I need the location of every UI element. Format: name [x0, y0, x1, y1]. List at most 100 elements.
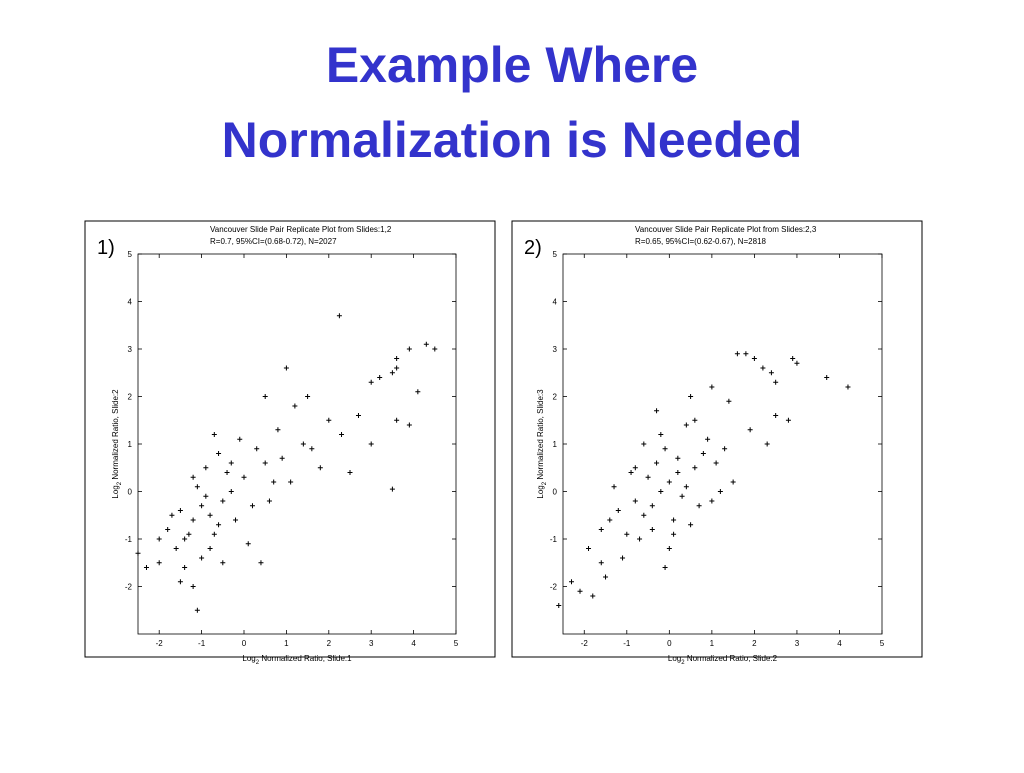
y-tick-label: 1	[553, 440, 558, 449]
data-point	[249, 503, 255, 509]
data-point	[615, 508, 621, 513]
data-point	[730, 479, 736, 485]
data-point	[632, 498, 638, 504]
x-tick-label: 2	[327, 639, 332, 648]
data-point	[173, 546, 179, 551]
data-point	[339, 432, 345, 437]
data-point	[182, 565, 188, 570]
y-tick-label: 1	[128, 440, 133, 449]
data-point	[688, 394, 694, 399]
data-point	[768, 370, 774, 376]
data-point	[632, 465, 638, 471]
x-tick-label: 3	[795, 639, 800, 648]
data-point	[237, 436, 243, 442]
y-tick-label: 2	[553, 393, 558, 402]
data-point	[637, 536, 643, 542]
data-point	[190, 584, 196, 589]
y-tick-label: 2	[128, 393, 133, 402]
data-point	[266, 498, 272, 504]
data-point	[671, 517, 677, 523]
label-text: Log	[242, 654, 255, 663]
data-point	[190, 474, 196, 480]
x-tick-label: 0	[242, 639, 247, 648]
data-point	[620, 555, 626, 561]
data-point	[262, 460, 268, 466]
data-point	[194, 607, 200, 613]
data-point	[824, 375, 830, 380]
data-point	[734, 351, 740, 357]
data-point	[211, 432, 217, 437]
label-subscript: 2	[681, 660, 685, 666]
data-point	[368, 441, 374, 447]
data-point	[743, 351, 749, 357]
data-point	[598, 560, 604, 566]
label-text: Normalized Ratio, Slide:1	[259, 654, 352, 663]
data-point	[394, 417, 400, 423]
data-point	[683, 422, 689, 428]
x-tick-label: 1	[710, 639, 715, 648]
y-tick-label: 4	[128, 298, 133, 307]
data-point	[233, 517, 239, 523]
y-tick-label: 0	[553, 488, 558, 497]
data-point	[628, 470, 634, 475]
data-point	[220, 560, 226, 566]
data-point	[165, 527, 171, 532]
data-point	[785, 417, 791, 423]
data-point	[406, 422, 412, 428]
data-point	[406, 346, 412, 352]
x-tick-label: -2	[581, 639, 589, 648]
chart-title: R=0.7, 95%CI=(0.68-0.72), N=2027	[210, 237, 337, 246]
x-tick-label: 5	[454, 639, 459, 648]
data-point	[377, 375, 383, 380]
label-text: Log	[111, 485, 120, 498]
data-point	[603, 574, 609, 580]
y-tick-label: 4	[553, 298, 558, 307]
data-point	[683, 484, 689, 490]
data-point	[389, 486, 395, 492]
data-point	[254, 446, 260, 452]
data-point	[722, 446, 728, 452]
data-point	[569, 579, 575, 585]
data-point	[726, 398, 732, 404]
data-point	[654, 460, 660, 466]
data-point	[143, 565, 149, 570]
data-point	[709, 384, 715, 390]
data-point	[607, 517, 613, 523]
y-tick-label: 3	[128, 345, 133, 354]
x-tick-label: 0	[667, 639, 672, 648]
data-point	[156, 560, 162, 566]
label-subscript: 2	[542, 481, 548, 485]
x-tick-label: 4	[411, 639, 416, 648]
data-point	[283, 365, 289, 371]
data-point	[156, 536, 162, 542]
x-tick-label: -2	[156, 639, 164, 648]
data-point	[415, 389, 421, 395]
x-tick-label: 5	[880, 639, 885, 648]
data-point	[211, 531, 217, 537]
data-point	[309, 446, 315, 452]
x-tick-label: -1	[198, 639, 206, 648]
data-point	[292, 403, 298, 409]
panel-label: 2)	[524, 237, 542, 259]
data-point	[760, 365, 766, 371]
scatter-chart: 2) Vancouver Slide Pair Replicate Plot fr…	[511, 220, 923, 666]
data-point	[203, 493, 209, 499]
data-point	[658, 489, 664, 494]
label-text: Log	[668, 654, 681, 663]
data-point	[764, 441, 770, 447]
x-tick-label: -1	[623, 639, 631, 648]
data-point	[705, 436, 711, 442]
data-point	[190, 517, 196, 523]
chart-frame	[511, 220, 923, 658]
data-point	[658, 432, 664, 437]
data-point	[654, 408, 660, 414]
data-point	[288, 479, 294, 485]
data-point	[577, 588, 583, 594]
data-point	[228, 460, 234, 466]
data-point	[207, 546, 213, 551]
data-point	[645, 474, 651, 480]
data-point	[177, 579, 183, 585]
data-point	[300, 441, 306, 447]
data-point	[199, 503, 205, 509]
label-text: Log	[536, 485, 545, 498]
